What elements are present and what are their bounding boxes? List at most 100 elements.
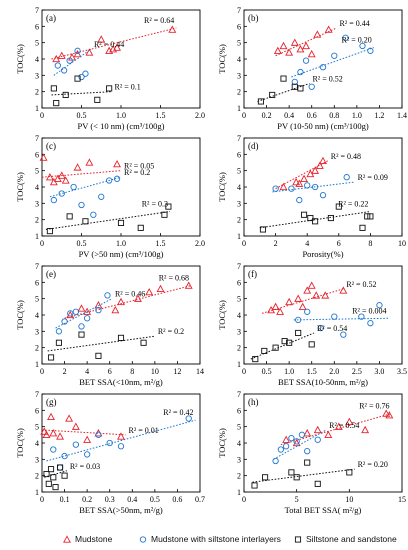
r2-label: R² = 0.2 bbox=[158, 327, 184, 336]
x-axis-label: Total BET SSA( m²/g) bbox=[285, 505, 362, 515]
data-point bbox=[117, 297, 125, 306]
r2-label: R² = 0.64 bbox=[144, 16, 174, 25]
x-tick-label: 15 bbox=[398, 495, 406, 504]
x-tick-label: 10 bbox=[398, 239, 406, 248]
y-tick-label: 4 bbox=[35, 55, 39, 64]
r2-label: R² = 0.48 bbox=[331, 152, 361, 161]
legend-siltstone-marker bbox=[294, 536, 302, 543]
x-tick-label: 0.4 bbox=[127, 495, 137, 504]
data-point bbox=[78, 331, 85, 338]
data-point bbox=[314, 480, 321, 487]
x-tick-label: 0.5 bbox=[262, 367, 272, 376]
x-axis-label: PV (>50 nm) (cm³/100g) bbox=[79, 249, 164, 259]
y-tick-label: 1 bbox=[237, 104, 241, 113]
data-point bbox=[165, 203, 172, 210]
data-point bbox=[45, 480, 52, 487]
legend-siltstone-label: Siltstone and sandstone bbox=[306, 534, 397, 544]
x-tick-label: 2.0 bbox=[329, 367, 339, 376]
x-tick-label: 0.5 bbox=[150, 495, 160, 504]
data-point bbox=[298, 431, 306, 438]
data-point bbox=[62, 91, 69, 98]
y-tick-label: 7 bbox=[237, 134, 241, 143]
data-point bbox=[257, 98, 264, 105]
y-tick-label: 3 bbox=[237, 71, 241, 80]
series-interlayer: R² = 0.2 bbox=[49, 168, 150, 218]
y-tick-label: 7 bbox=[35, 6, 39, 15]
y-tick-label: 4 bbox=[237, 311, 241, 320]
x-tick-label: 1.0 bbox=[352, 111, 362, 120]
data-point bbox=[73, 49, 82, 58]
y-tick-label: 1 bbox=[35, 488, 39, 497]
data-point bbox=[74, 47, 81, 54]
x-tick-label: 0.2 bbox=[262, 111, 272, 120]
data-point bbox=[58, 190, 65, 197]
y-tick-label: 2 bbox=[35, 88, 39, 97]
data-point bbox=[106, 85, 113, 92]
y-tick-label: 3 bbox=[35, 199, 39, 208]
data-point bbox=[339, 286, 348, 294]
data-point bbox=[331, 52, 338, 59]
data-point bbox=[106, 177, 113, 184]
data-point bbox=[288, 434, 295, 442]
trend-line bbox=[64, 285, 192, 319]
plot-frame bbox=[243, 9, 403, 109]
data-point bbox=[111, 305, 120, 314]
data-point bbox=[72, 441, 80, 448]
r2-label: R² = 0.54 bbox=[317, 324, 347, 333]
data-point bbox=[262, 474, 269, 481]
series-mudstone: R² = 0.52 bbox=[261, 280, 377, 315]
x-axis-label: PV (< 10 nm) (cm³/100g) bbox=[78, 121, 165, 131]
data-point bbox=[78, 73, 85, 81]
x-tick-label: 0 bbox=[40, 367, 44, 376]
data-point bbox=[106, 439, 113, 447]
panel-h: 0 5 10 15 1 2 3 4 5 6 7 Total BET SSA( m²/g) TOC(%) (… bbox=[217, 390, 406, 515]
data-point bbox=[78, 323, 85, 330]
panel-label: (c) bbox=[46, 141, 56, 151]
x-tick-label: 0.3 bbox=[105, 495, 115, 504]
data-point bbox=[117, 334, 125, 341]
data-point bbox=[85, 48, 94, 56]
series-interlayer: R² = 0.54 bbox=[272, 421, 359, 465]
data-point bbox=[60, 67, 68, 74]
data-point bbox=[296, 45, 305, 53]
series-mudstone: R² = 0.68 bbox=[64, 274, 193, 319]
trend-line bbox=[250, 332, 315, 360]
r2-label: R² = 0.01 bbox=[129, 426, 159, 435]
data-point bbox=[57, 171, 66, 179]
panel-label: (a) bbox=[46, 13, 56, 23]
data-point bbox=[78, 201, 85, 209]
data-point bbox=[308, 83, 315, 90]
data-point bbox=[304, 308, 311, 315]
y-tick-label: 2 bbox=[35, 472, 39, 481]
panel-label: (f) bbox=[248, 269, 257, 279]
x-tick-label: 2.0 bbox=[195, 239, 205, 248]
x-tick-label: 0.5 bbox=[77, 111, 87, 120]
y-tick-label: 3 bbox=[237, 327, 241, 336]
data-point bbox=[42, 430, 51, 439]
x-tick-label: 2.0 bbox=[195, 111, 205, 120]
r2-label: R² = 0.44 bbox=[340, 19, 370, 28]
series-mudstone: R² = 0.44 bbox=[273, 19, 370, 58]
data-point bbox=[276, 307, 285, 315]
data-point bbox=[292, 177, 301, 186]
y-tick-label: 3 bbox=[237, 199, 241, 208]
y-tick-label: 4 bbox=[35, 183, 39, 192]
data-point bbox=[251, 482, 258, 489]
data-point bbox=[261, 347, 268, 354]
x-tick-label: 0.5 bbox=[77, 239, 87, 248]
data-point bbox=[304, 448, 311, 455]
data-point bbox=[50, 446, 57, 453]
x-tick-label: 0.2 bbox=[82, 495, 92, 504]
data-point bbox=[54, 62, 61, 69]
trend-line bbox=[293, 317, 389, 321]
data-point bbox=[66, 57, 73, 64]
x-tick-label: 2 bbox=[63, 367, 67, 376]
y-tick-label: 6 bbox=[237, 22, 241, 31]
legend-interlayer-label: Mudstone with siltstone interlayers bbox=[151, 534, 281, 544]
x-tick-label: 2.5 bbox=[352, 367, 362, 376]
series-mudstone: R² = 0.76 bbox=[280, 402, 394, 447]
data-point bbox=[334, 422, 343, 430]
panel-label: (g) bbox=[46, 397, 57, 407]
data-point bbox=[50, 196, 57, 204]
